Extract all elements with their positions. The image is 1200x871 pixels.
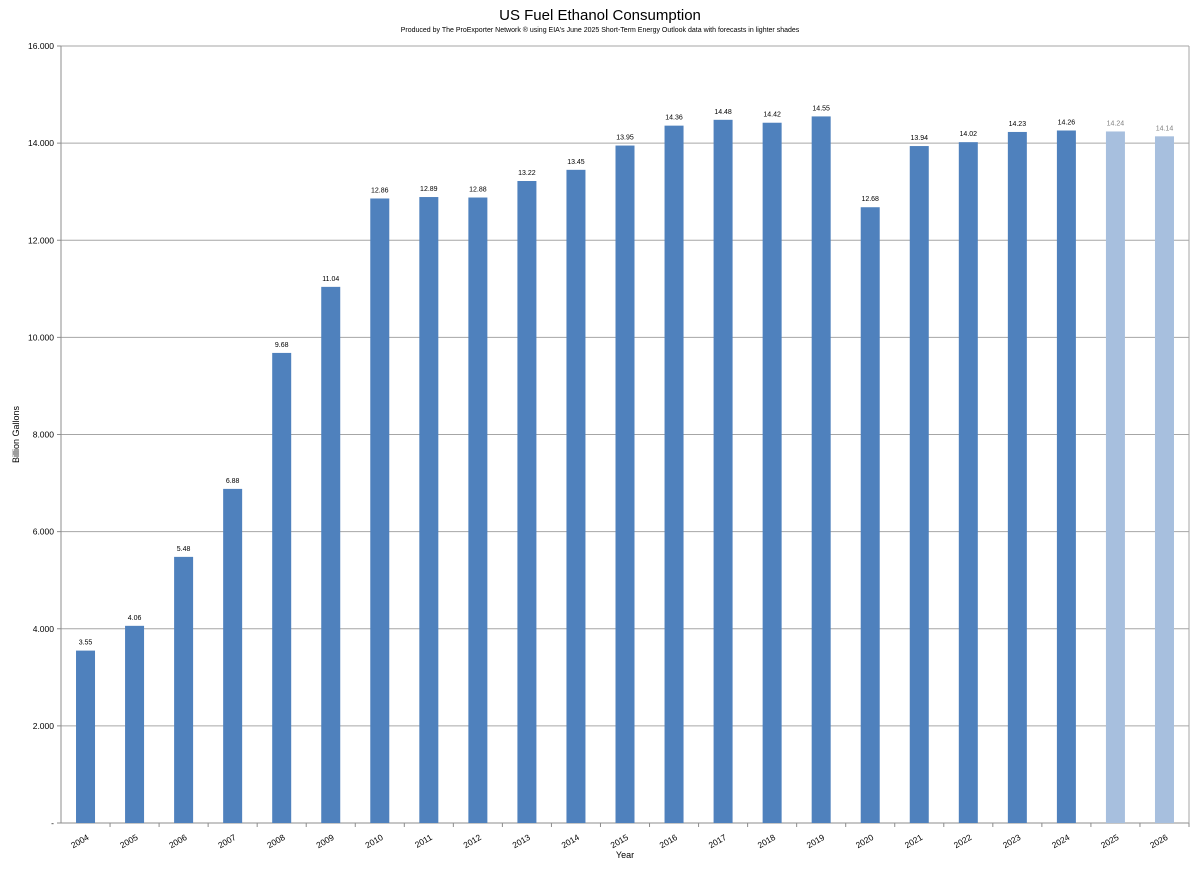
- bar: [958, 142, 978, 823]
- x-tick-label: 2025: [1099, 832, 1121, 850]
- x-tick-label: 2022: [952, 832, 974, 850]
- bar: [615, 145, 635, 824]
- x-tick-label: 2023: [1001, 832, 1023, 850]
- bar: [223, 488, 243, 823]
- data-label: 14.14: [1156, 125, 1174, 132]
- x-tick-label: 2019: [805, 832, 827, 850]
- data-label: 13.94: [910, 135, 928, 142]
- bar: [860, 207, 880, 824]
- bar: [272, 352, 292, 823]
- x-tick-label: 2004: [69, 832, 91, 850]
- bar: [713, 119, 733, 823]
- bar: [811, 116, 831, 823]
- data-label: 5.48: [177, 546, 191, 553]
- bar: [517, 181, 537, 823]
- data-label: 13.45: [567, 159, 585, 166]
- data-label: 12.88: [469, 187, 487, 194]
- x-tick-label: 2017: [707, 832, 729, 850]
- bar: [1105, 131, 1125, 824]
- bar: [1056, 130, 1076, 823]
- x-tick-label: 2013: [511, 832, 533, 850]
- y-tick-label: 10.000: [28, 332, 54, 342]
- x-tick-label: 2007: [216, 832, 238, 850]
- bar: [909, 146, 929, 823]
- y-tick-label: 16.000: [28, 41, 54, 51]
- bar: [566, 169, 586, 824]
- data-label: 14.02: [960, 131, 978, 138]
- x-tick-label: 2015: [609, 832, 631, 850]
- data-label: 9.68: [275, 342, 289, 349]
- y-tick-label: 2.000: [33, 721, 55, 731]
- data-label: 13.22: [518, 170, 536, 177]
- data-label: 14.24: [1107, 120, 1125, 127]
- bar: [370, 198, 390, 823]
- x-tick-label: 2018: [756, 832, 778, 850]
- x-tick-label: 2026: [1148, 832, 1170, 850]
- bar: [762, 122, 782, 823]
- y-tick-label: 14.000: [28, 138, 54, 148]
- x-tick-label: 2009: [314, 832, 336, 850]
- bar: [125, 625, 145, 823]
- x-tick-label: 2010: [363, 832, 385, 850]
- bar: [76, 650, 96, 823]
- bar: [419, 197, 439, 824]
- data-label: 14.36: [665, 115, 683, 122]
- bar: [1007, 131, 1027, 823]
- data-label: 12.89: [420, 186, 438, 193]
- data-label: 14.55: [812, 105, 830, 112]
- bar: [468, 197, 488, 823]
- y-tick-label: 4.000: [33, 624, 55, 634]
- x-tick-label: 2020: [854, 832, 876, 850]
- data-label: 14.48: [714, 109, 732, 116]
- bar: [1154, 136, 1174, 824]
- x-tick-label: 2011: [413, 832, 434, 850]
- x-axis-title: Year: [616, 850, 634, 860]
- y-tick-label: 12.000: [28, 235, 54, 245]
- x-tick-label: 2014: [560, 832, 582, 850]
- x-tick-label: 2008: [265, 832, 287, 850]
- y-tick-label: -: [51, 818, 54, 828]
- bar: [664, 125, 684, 823]
- x-tick-label: 2024: [1050, 832, 1072, 850]
- x-tick-label: 2012: [461, 832, 483, 850]
- x-tick-label: 2021: [903, 832, 925, 850]
- chart-title: US Fuel Ethanol Consumption: [499, 7, 701, 24]
- y-axis-title: Billion Gallons: [11, 405, 21, 463]
- data-label: 14.26: [1058, 119, 1076, 126]
- data-label: 14.23: [1009, 121, 1027, 128]
- data-label: 12.86: [371, 187, 389, 194]
- data-label: 12.68: [861, 196, 879, 203]
- y-tick-label: 6.000: [33, 527, 55, 537]
- x-tick-label: 2016: [658, 832, 680, 850]
- x-tick-label: 2005: [118, 832, 140, 850]
- chart-subtitle: Produced by The ProExporter Network ® us…: [400, 27, 800, 34]
- y-tick-label: 8.000: [33, 430, 55, 440]
- bar: [174, 556, 194, 823]
- data-label: 4.06: [128, 615, 142, 622]
- data-label: 6.88: [226, 478, 240, 485]
- data-label: 14.42: [763, 112, 781, 119]
- bar: [321, 286, 341, 823]
- x-tick-label: 2006: [167, 832, 189, 850]
- data-label: 13.95: [616, 135, 634, 142]
- data-label: 3.55: [79, 640, 93, 647]
- data-label: 11.04: [322, 276, 339, 283]
